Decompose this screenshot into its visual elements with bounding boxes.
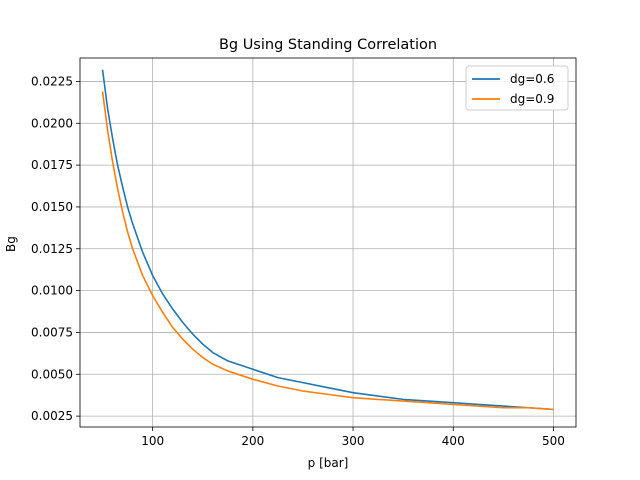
- y-tick-label-2: 0.0075: [31, 325, 73, 339]
- y-axis-label: Bg: [4, 236, 18, 252]
- x-tick-label-4: 500: [542, 434, 565, 448]
- x-tick-label-0: 100: [141, 434, 164, 448]
- y-tick-label-1: 0.0050: [31, 367, 73, 381]
- chart-title: Bg Using Standing Correlation: [219, 37, 437, 53]
- series-line-0: [101, 69, 554, 411]
- legend-label-1: dg=0.9: [510, 92, 554, 106]
- x-axis-label: p [bar]: [308, 456, 349, 470]
- x-tick-label-1: 200: [241, 434, 264, 448]
- y-tick-label-7: 0.0200: [31, 116, 73, 130]
- y-tick-label-0: 0.0025: [31, 409, 73, 423]
- legend-label-0: dg=0.6: [510, 72, 554, 86]
- y-tick-label-8: 0.0225: [31, 74, 73, 88]
- axes-frame: [79, 57, 577, 428]
- y-tick-label-3: 0.0100: [31, 284, 73, 298]
- y-tick-label-6: 0.0175: [31, 158, 73, 172]
- x-tick-label-3: 400: [442, 434, 465, 448]
- y-tick-label-4: 0.0125: [31, 242, 73, 256]
- series-line-1: [101, 91, 554, 411]
- plot-area: 100 200 300 400 500 0.0025 0.0050 0.0075 0.0100 0…: [31, 57, 577, 448]
- y-tick-label-5: 0.0150: [31, 200, 73, 214]
- x-tick-label-2: 300: [342, 434, 365, 448]
